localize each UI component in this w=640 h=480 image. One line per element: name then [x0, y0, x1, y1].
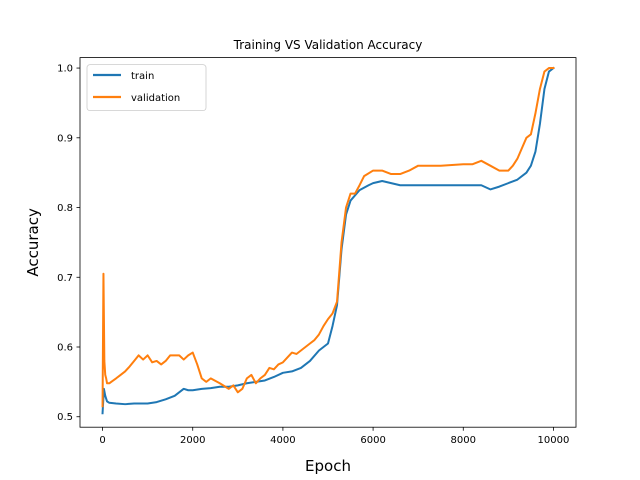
series-line-validation: [101, 67, 555, 408]
plot-area: [101, 66, 555, 415]
y-tick-label: 0.7: [57, 273, 73, 284]
series-line-train: [101, 66, 555, 415]
y-axis-label: Accuracy: [24, 208, 42, 277]
x-tick-label: 4000: [270, 435, 295, 446]
y-tick-label: 0.9: [57, 133, 73, 144]
legend-label-train: train: [131, 71, 154, 82]
axes-frame: [79, 57, 577, 428]
legend-label-validation: validation: [131, 93, 180, 104]
x-tick-label: 10000: [538, 435, 570, 446]
x-axis-ticks: 0 2000 4000 6000 8000 10000: [99, 427, 569, 446]
y-tick-label: 0.6: [57, 343, 73, 354]
x-tick-label: 2000: [180, 435, 205, 446]
x-axis-label: Epoch: [305, 457, 351, 475]
y-tick-label: 1.0: [57, 64, 73, 75]
y-tick-label: 0.8: [57, 203, 73, 214]
x-tick-label: 8000: [451, 435, 476, 446]
y-tick-label: 0.5: [57, 412, 73, 423]
x-tick-label: 0: [99, 435, 105, 446]
x-tick-label: 6000: [360, 435, 385, 446]
legend: train validation: [86, 64, 207, 111]
axes: [79, 57, 577, 428]
y-axis-ticks: 0.5 0.6 0.7 0.8 0.9 1.0: [57, 64, 80, 423]
chart-title: Training VS Validation Accuracy: [233, 38, 423, 52]
